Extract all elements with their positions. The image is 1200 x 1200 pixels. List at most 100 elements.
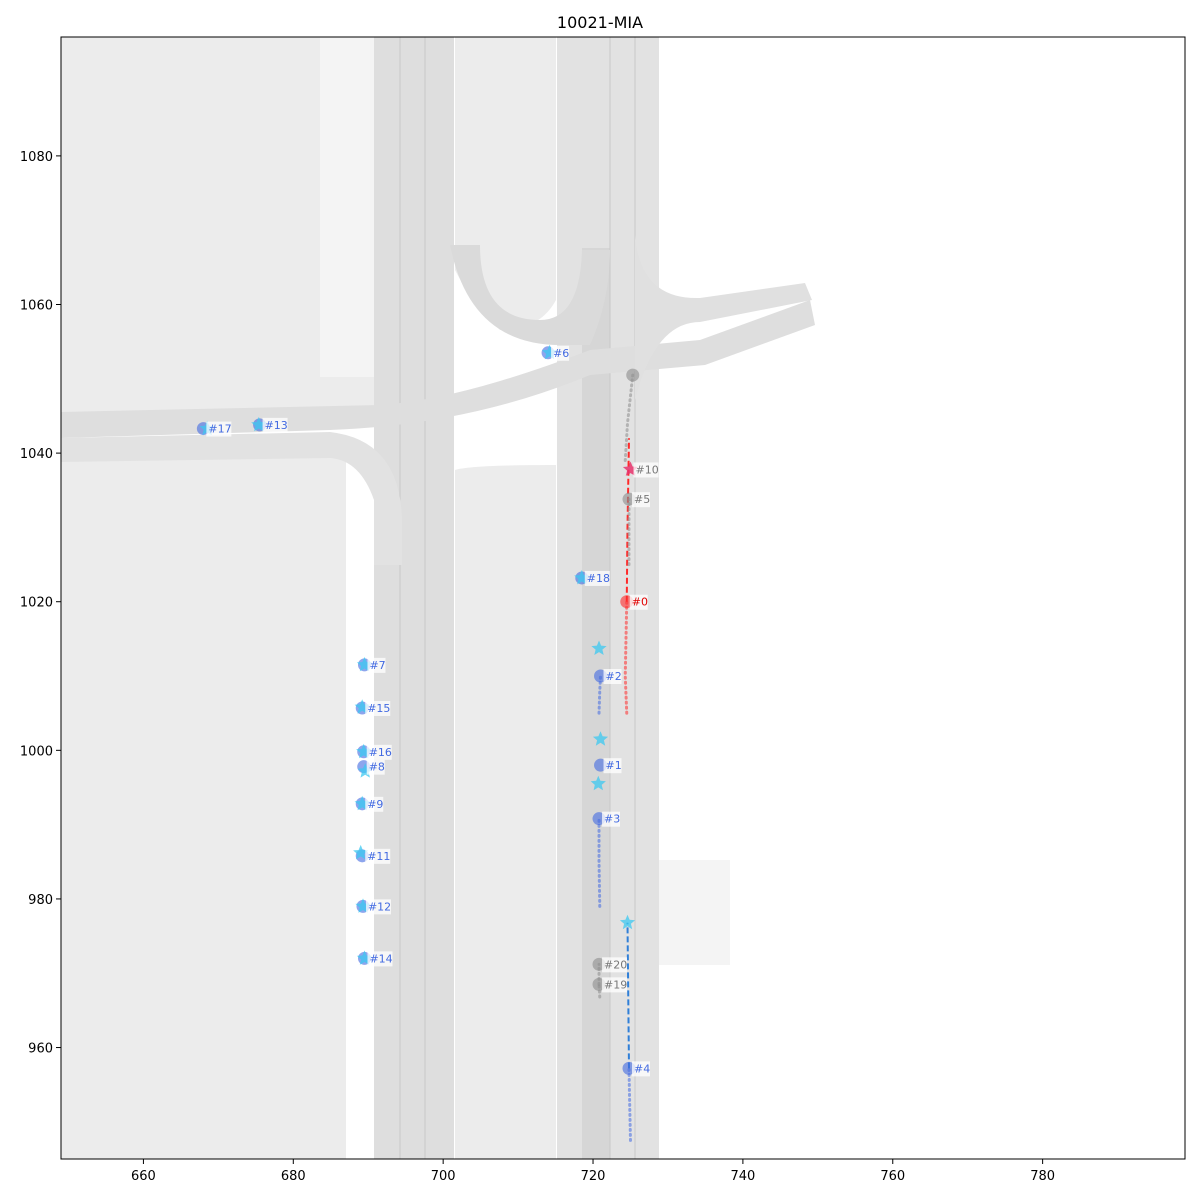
agent-label-box — [262, 417, 288, 433]
agent-id-label: #8 — [369, 761, 385, 774]
agent-5[interactable]: #5 — [622, 492, 650, 567]
agent-history-track — [623, 373, 635, 463]
agent-label-box — [602, 957, 628, 973]
agent-15[interactable]: #15 — [354, 699, 391, 716]
agent-id-label: #5 — [634, 493, 650, 506]
agent-20[interactable]: #20 — [592, 957, 628, 986]
agent-id-label: #11 — [367, 850, 390, 863]
agent-id-label: #18 — [587, 572, 610, 585]
agent-label-box — [602, 977, 628, 993]
agent-id-label: #20 — [604, 958, 627, 971]
agent-label-box — [366, 744, 392, 760]
lane-west-road — [374, 37, 454, 1159]
agent-future-track — [626, 922, 630, 1069]
x-tick-label: 780 — [1030, 1169, 1055, 1184]
agent-track[interactable] — [623, 368, 640, 463]
agent-4[interactable]: #4 — [619, 914, 650, 1142]
agent-history-track — [627, 1066, 632, 1142]
agent-position-marker — [626, 368, 640, 382]
lane-east-inner — [582, 248, 610, 1159]
y-axis-ticks: 960 980 1000 1020 1040 1060 1080 — [20, 150, 61, 1057]
agent-history-track — [623, 600, 629, 715]
agent-label-box — [629, 594, 648, 610]
agent-18[interactable]: #18 — [574, 569, 610, 586]
agent-17[interactable]: #17 — [196, 420, 232, 437]
agent-13[interactable]: #13 — [251, 416, 288, 433]
agent-label-box — [365, 848, 391, 864]
agent-label-box — [365, 796, 384, 812]
agent-id-label: #1 — [606, 759, 622, 772]
y-tick-label: 960 — [28, 1042, 53, 1057]
agent-id-label: #7 — [369, 659, 385, 672]
x-tick-label: 700 — [431, 1169, 456, 1184]
agent-label-box — [551, 345, 570, 361]
x-tick-label: 660 — [131, 1169, 156, 1184]
agent-0[interactable]: #0 — [620, 438, 648, 715]
agent-id-label: #9 — [367, 798, 383, 811]
agent-2[interactable]: #2 — [591, 640, 622, 715]
x-axis-ticks: 660 680 700 720 740 760 780 — [131, 1159, 1055, 1184]
agent-history-track — [597, 817, 602, 908]
agent-goal-star-icon — [590, 775, 606, 791]
x-tick-label: 680 — [281, 1169, 306, 1184]
agent-label-box — [367, 951, 393, 967]
agent-label-box — [365, 899, 391, 915]
drivable-area-north — [320, 37, 380, 377]
agent-label-box — [631, 492, 650, 508]
agent-label-box — [633, 462, 659, 478]
y-tick-label: 1040 — [20, 447, 53, 462]
agent-id-label: #3 — [604, 813, 620, 826]
agent-goal-star-icon — [619, 914, 636, 930]
plot-title: 10021-MIA — [556, 13, 644, 32]
agent-10[interactable]: #10 — [622, 461, 659, 478]
agent-label-box — [365, 700, 391, 716]
x-tick-label: 740 — [730, 1169, 755, 1184]
agent-goal-star-icon — [591, 640, 607, 655]
agent-9[interactable]: #9 — [354, 795, 384, 812]
agent-label-box — [603, 758, 622, 774]
agent-id-label: #16 — [369, 746, 392, 759]
y-tick-label: 1080 — [20, 150, 53, 165]
agent-1[interactable]: #1 — [592, 731, 622, 774]
agent-goal-star-icon — [353, 844, 369, 860]
agent-label-box — [631, 1061, 650, 1077]
agent-3[interactable]: #3 — [590, 775, 621, 908]
agent-16[interactable]: #16 — [356, 743, 392, 760]
x-tick-label: 720 — [581, 1169, 606, 1184]
agent-id-label: #0 — [632, 596, 648, 609]
agent-19[interactable]: #19 — [592, 977, 628, 999]
agent-label-box — [602, 811, 621, 827]
agent-id-label: #6 — [553, 347, 569, 360]
agents-layer: #0 #10 #5 #2 #1 #3 #4 #20 #19 #18 #6 #13 #17 #7 #15 #16… — [196, 344, 659, 1142]
agent-12[interactable]: #12 — [355, 898, 391, 915]
block-west-lower — [61, 455, 346, 1159]
lane-horizontal-road — [61, 300, 815, 438]
agent-6[interactable]: #6 — [541, 344, 570, 361]
agent-goal-star-icon — [592, 731, 609, 746]
y-tick-label: 1020 — [20, 596, 53, 611]
y-tick-label: 1060 — [20, 298, 53, 313]
lane-ramp-curve — [450, 245, 610, 345]
plot-frame — [60, 36, 1186, 1160]
lane-ramp-east — [635, 235, 812, 400]
agent-8[interactable]: #8 — [357, 759, 385, 778]
agent-id-label: #15 — [367, 702, 390, 715]
agent-future-track — [625, 438, 630, 602]
agent-label-box — [584, 570, 610, 586]
x-tick-label: 760 — [880, 1169, 905, 1184]
agent-label-box — [603, 669, 622, 685]
agent-id-label: #13 — [265, 419, 288, 432]
y-tick-label: 980 — [28, 893, 53, 908]
agent-11[interactable]: #11 — [353, 844, 391, 864]
agent-7[interactable]: #7 — [356, 656, 386, 673]
agent-id-label: #4 — [634, 1062, 650, 1075]
agent-id-label: #2 — [606, 670, 622, 683]
agent-id-label: #12 — [368, 900, 391, 913]
agent-14[interactable]: #14 — [356, 950, 393, 967]
lane-horizontal-road-south — [61, 432, 402, 565]
agent-label-box — [367, 657, 386, 673]
agent-id-label: #19 — [604, 978, 627, 991]
y-tick-label: 1000 — [20, 744, 53, 759]
agent-label-box — [366, 759, 385, 775]
